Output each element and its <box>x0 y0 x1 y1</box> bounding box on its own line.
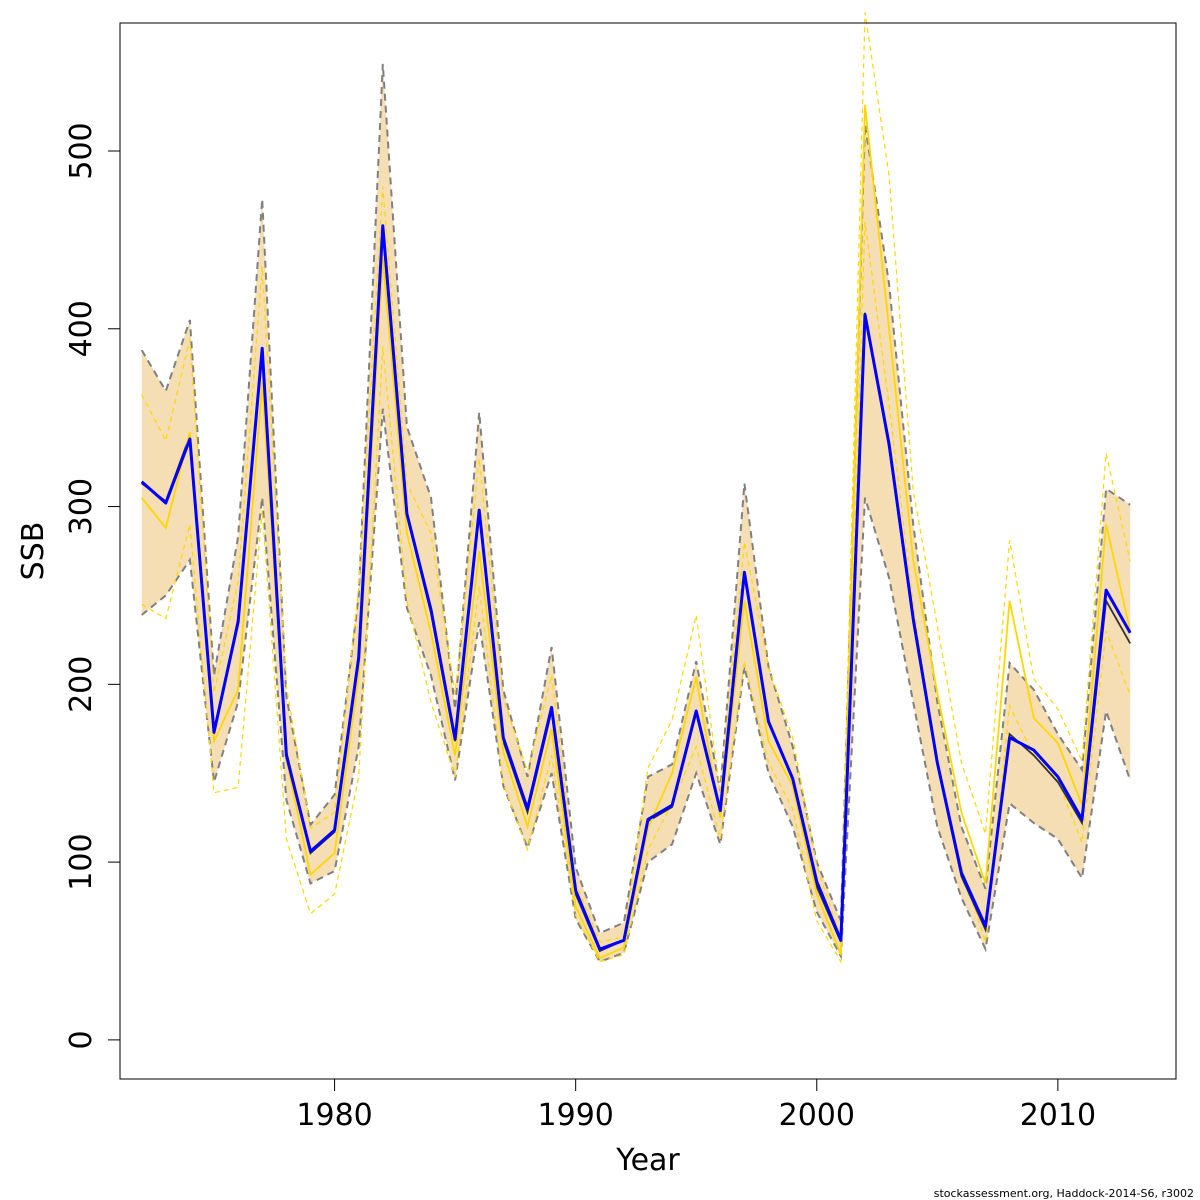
alt-upper-bound-line <box>141 12 1131 943</box>
footer-credit: stockassessment.org, Haddock-2014-S6, r3… <box>934 1187 1194 1200</box>
x-axis: 1980 1990 2000 2010 <box>296 1078 1096 1133</box>
x-tick-label: 2000 <box>779 1098 855 1133</box>
x-axis-title: Year <box>615 1143 680 1178</box>
y-axis: 0 100 200 300 400 500 <box>64 122 121 1049</box>
y-axis-title: SSB <box>16 522 51 581</box>
ssb-estimate-line <box>140 224 1132 951</box>
y-tick-label: 500 <box>64 122 99 179</box>
series-lines-layer <box>140 12 1132 964</box>
y-tick-label: 200 <box>64 656 99 713</box>
y-tick-label: 400 <box>64 300 99 357</box>
x-tick-label: 2010 <box>1020 1098 1096 1133</box>
lower-bound-line <box>141 408 1132 963</box>
y-tick-label: 100 <box>64 833 99 890</box>
y-tick-label: 300 <box>64 478 99 535</box>
y-tick-label: 0 <box>64 1030 99 1049</box>
alt-ssb-line <box>140 104 1132 960</box>
x-tick-label: 1980 <box>296 1098 372 1133</box>
x-tick-label: 1990 <box>538 1098 614 1133</box>
